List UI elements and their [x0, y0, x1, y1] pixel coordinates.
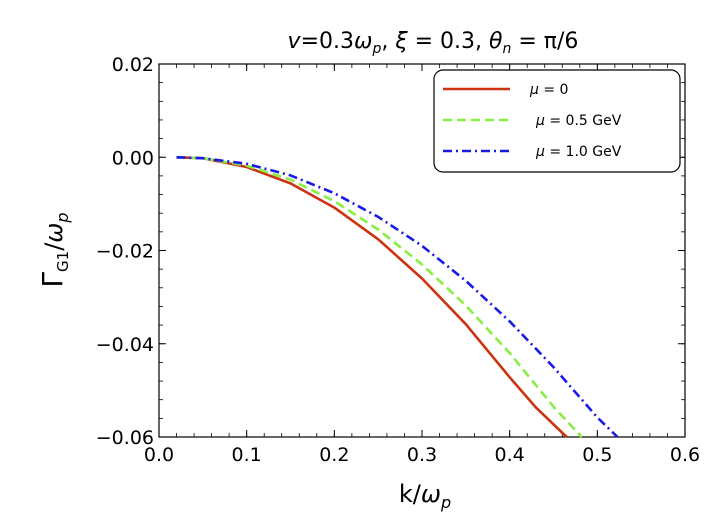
legend-label-mu-1.0: μ = 1.0 GeV: [535, 144, 622, 160]
y-tick-labels: 0.02 0.00 −0.02 −0.04 −0.06: [96, 54, 154, 449]
y-tick-label: 0.00: [112, 147, 154, 169]
y-axis-title: ΓG1/ωp: [36, 212, 72, 287]
y-tick-label: 0.02: [112, 54, 154, 76]
series-line-1: [176, 156, 583, 438]
chart-title: v=0.3ωp, ξ = 0.3, θn = π/6: [288, 29, 579, 57]
y-tick-label: −0.02: [96, 241, 154, 263]
legend-box: [433, 69, 681, 173]
legend-label-mu-0: μ = 0: [529, 82, 568, 98]
x-tick-label: 0.4: [495, 444, 525, 466]
x-tick-label: 0.5: [582, 444, 612, 466]
series-line-0: [176, 156, 568, 438]
series-group: [176, 156, 619, 438]
y-tick-label: −0.04: [96, 334, 154, 356]
x-axis-title: k/ωp: [399, 480, 451, 512]
x-tick-label: 0.0: [144, 444, 174, 466]
x-tick-label: 0.3: [407, 444, 437, 466]
legend: μ = 0 μ = 0.5 GeV μ = 1.0 GeV: [433, 69, 681, 173]
y-tick-label: −0.06: [96, 427, 154, 449]
x-tick-label: 0.2: [319, 444, 349, 466]
x-tick-label: 0.6: [670, 444, 700, 466]
legend-label-mu-0.5: μ = 0.5 GeV: [535, 113, 622, 129]
x-tick-labels: 0.0 0.1 0.2 0.3 0.4 0.5 0.6: [144, 444, 700, 466]
x-tick-label: 0.1: [232, 444, 262, 466]
series-line-2: [176, 156, 619, 438]
